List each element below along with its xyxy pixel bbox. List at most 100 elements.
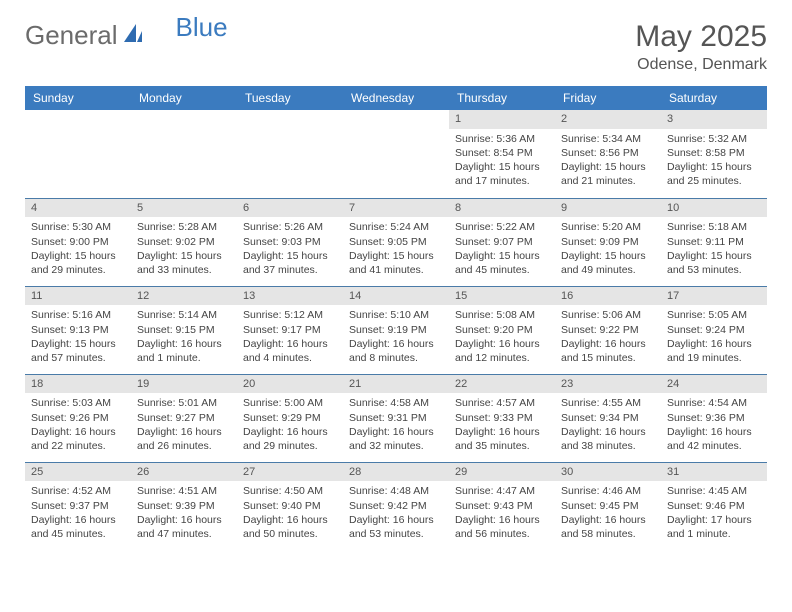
sunset-text: Sunset: 9:33 PM xyxy=(455,411,549,425)
sunset-text: Sunset: 9:05 PM xyxy=(349,235,443,249)
day-number: 12 xyxy=(131,287,237,306)
logo-text-general: General xyxy=(25,20,118,51)
title-block: May 2025 Odense, Denmark xyxy=(635,20,767,74)
sunrise-text: Sunrise: 5:12 AM xyxy=(243,308,337,322)
sunset-text: Sunset: 9:00 PM xyxy=(31,235,125,249)
daylight-text: Daylight: 16 hours and 42 minutes. xyxy=(667,425,761,453)
sunset-text: Sunset: 8:58 PM xyxy=(667,146,761,160)
sunset-text: Sunset: 9:19 PM xyxy=(349,323,443,337)
day-cell: 8Sunrise: 5:22 AMSunset: 9:07 PMDaylight… xyxy=(449,198,555,286)
day-cell: 11Sunrise: 5:16 AMSunset: 9:13 PMDayligh… xyxy=(25,286,131,374)
day-cell: 27Sunrise: 4:50 AMSunset: 9:40 PMDayligh… xyxy=(237,462,343,550)
day-number: 17 xyxy=(661,287,767,306)
daylight-text: Daylight: 16 hours and 35 minutes. xyxy=(455,425,549,453)
sunrise-text: Sunrise: 5:36 AM xyxy=(455,132,549,146)
day-number: 14 xyxy=(343,287,449,306)
sunset-text: Sunset: 9:31 PM xyxy=(349,411,443,425)
sunset-text: Sunset: 9:11 PM xyxy=(667,235,761,249)
weekday-header: Monday xyxy=(131,86,237,110)
day-cell: 6Sunrise: 5:26 AMSunset: 9:03 PMDaylight… xyxy=(237,198,343,286)
day-number: 21 xyxy=(343,375,449,394)
daylight-text: Daylight: 16 hours and 12 minutes. xyxy=(455,337,549,365)
sunset-text: Sunset: 9:29 PM xyxy=(243,411,337,425)
daylight-text: Daylight: 16 hours and 22 minutes. xyxy=(31,425,125,453)
sunrise-text: Sunrise: 5:32 AM xyxy=(667,132,761,146)
day-number: 24 xyxy=(661,375,767,394)
week-row: 4Sunrise: 5:30 AMSunset: 9:00 PMDaylight… xyxy=(25,198,767,286)
sunrise-text: Sunrise: 4:55 AM xyxy=(561,396,655,410)
sunset-text: Sunset: 9:40 PM xyxy=(243,499,337,513)
daylight-text: Daylight: 15 hours and 49 minutes. xyxy=(561,249,655,277)
daylight-text: Daylight: 16 hours and 50 minutes. xyxy=(243,513,337,541)
sunset-text: Sunset: 9:03 PM xyxy=(243,235,337,249)
weekday-header: Wednesday xyxy=(343,86,449,110)
day-cell xyxy=(237,110,343,198)
day-cell: 25Sunrise: 4:52 AMSunset: 9:37 PMDayligh… xyxy=(25,462,131,550)
daylight-text: Daylight: 16 hours and 29 minutes. xyxy=(243,425,337,453)
week-row: 18Sunrise: 5:03 AMSunset: 9:26 PMDayligh… xyxy=(25,374,767,462)
day-cell: 1Sunrise: 5:36 AMSunset: 8:54 PMDaylight… xyxy=(449,110,555,198)
day-cell: 14Sunrise: 5:10 AMSunset: 9:19 PMDayligh… xyxy=(343,286,449,374)
day-cell: 28Sunrise: 4:48 AMSunset: 9:42 PMDayligh… xyxy=(343,462,449,550)
day-number: 15 xyxy=(449,287,555,306)
weekday-header: Friday xyxy=(555,86,661,110)
calendar-body: 1Sunrise: 5:36 AMSunset: 8:54 PMDaylight… xyxy=(25,110,767,550)
day-number: 22 xyxy=(449,375,555,394)
daylight-text: Daylight: 15 hours and 37 minutes. xyxy=(243,249,337,277)
sunrise-text: Sunrise: 5:01 AM xyxy=(137,396,231,410)
sunset-text: Sunset: 9:24 PM xyxy=(667,323,761,337)
day-number: 18 xyxy=(25,375,131,394)
day-number: 9 xyxy=(555,199,661,218)
sunrise-text: Sunrise: 5:22 AM xyxy=(455,220,549,234)
daylight-text: Daylight: 16 hours and 8 minutes. xyxy=(349,337,443,365)
day-cell: 21Sunrise: 4:58 AMSunset: 9:31 PMDayligh… xyxy=(343,374,449,462)
sunset-text: Sunset: 9:34 PM xyxy=(561,411,655,425)
day-number: 10 xyxy=(661,199,767,218)
sunrise-text: Sunrise: 5:16 AM xyxy=(31,308,125,322)
day-number: 8 xyxy=(449,199,555,218)
daylight-text: Daylight: 15 hours and 17 minutes. xyxy=(455,160,549,188)
daylight-text: Daylight: 16 hours and 15 minutes. xyxy=(561,337,655,365)
day-cell: 22Sunrise: 4:57 AMSunset: 9:33 PMDayligh… xyxy=(449,374,555,462)
sunrise-text: Sunrise: 4:50 AM xyxy=(243,484,337,498)
sunrise-text: Sunrise: 5:18 AM xyxy=(667,220,761,234)
day-cell: 23Sunrise: 4:55 AMSunset: 9:34 PMDayligh… xyxy=(555,374,661,462)
sunset-text: Sunset: 9:22 PM xyxy=(561,323,655,337)
day-number: 5 xyxy=(131,199,237,218)
sunset-text: Sunset: 9:09 PM xyxy=(561,235,655,249)
day-number: 3 xyxy=(661,110,767,129)
daylight-text: Daylight: 15 hours and 29 minutes. xyxy=(31,249,125,277)
header: General Blue May 2025 Odense, Denmark xyxy=(25,20,767,74)
sunrise-text: Sunrise: 5:05 AM xyxy=(667,308,761,322)
sunrise-text: Sunrise: 5:06 AM xyxy=(561,308,655,322)
daylight-text: Daylight: 16 hours and 56 minutes. xyxy=(455,513,549,541)
daylight-text: Daylight: 16 hours and 32 minutes. xyxy=(349,425,443,453)
daylight-text: Daylight: 16 hours and 38 minutes. xyxy=(561,425,655,453)
weekday-header: Saturday xyxy=(661,86,767,110)
daylight-text: Daylight: 16 hours and 4 minutes. xyxy=(243,337,337,365)
logo-text-blue: Blue xyxy=(176,12,228,43)
day-cell: 20Sunrise: 5:00 AMSunset: 9:29 PMDayligh… xyxy=(237,374,343,462)
day-number: 13 xyxy=(237,287,343,306)
logo: General Blue xyxy=(25,20,228,51)
sunrise-text: Sunrise: 5:24 AM xyxy=(349,220,443,234)
daylight-text: Daylight: 15 hours and 33 minutes. xyxy=(137,249,231,277)
sunrise-text: Sunrise: 5:14 AM xyxy=(137,308,231,322)
logo-sail-icon xyxy=(122,22,144,49)
daylight-text: Daylight: 15 hours and 45 minutes. xyxy=(455,249,549,277)
sunset-text: Sunset: 9:37 PM xyxy=(31,499,125,513)
daylight-text: Daylight: 16 hours and 26 minutes. xyxy=(137,425,231,453)
weekday-header: Thursday xyxy=(449,86,555,110)
sunrise-text: Sunrise: 4:48 AM xyxy=(349,484,443,498)
day-cell: 15Sunrise: 5:08 AMSunset: 9:20 PMDayligh… xyxy=(449,286,555,374)
weekday-header: Sunday xyxy=(25,86,131,110)
day-cell xyxy=(25,110,131,198)
daylight-text: Daylight: 16 hours and 47 minutes. xyxy=(137,513,231,541)
weekday-header-row: Sunday Monday Tuesday Wednesday Thursday… xyxy=(25,86,767,110)
sunrise-text: Sunrise: 5:03 AM xyxy=(31,396,125,410)
day-cell: 26Sunrise: 4:51 AMSunset: 9:39 PMDayligh… xyxy=(131,462,237,550)
daylight-text: Daylight: 15 hours and 25 minutes. xyxy=(667,160,761,188)
day-cell: 3 Sunrise: 5:32 AMSunset: 8:58 PMDaylight… xyxy=(661,110,767,198)
day-cell: 12Sunrise: 5:14 AMSunset: 9:15 PMDayligh… xyxy=(131,286,237,374)
sunset-text: Sunset: 9:43 PM xyxy=(455,499,549,513)
